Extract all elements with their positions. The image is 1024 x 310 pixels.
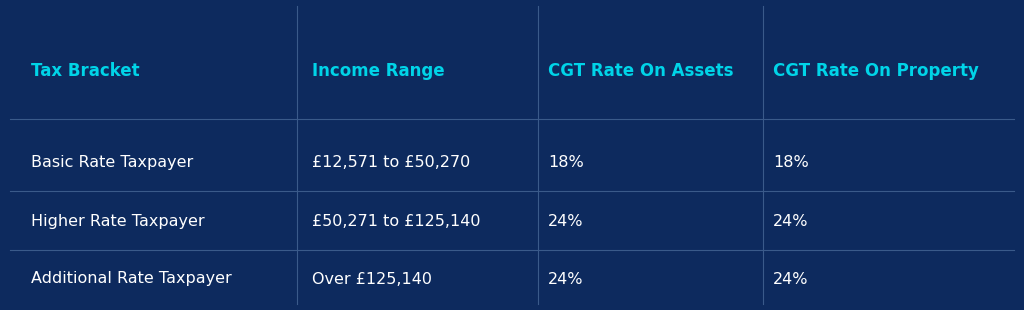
Text: 24%: 24% [548, 272, 584, 286]
Text: 18%: 18% [773, 155, 809, 170]
Text: Income Range: Income Range [312, 62, 445, 80]
Text: £50,271 to £125,140: £50,271 to £125,140 [312, 214, 481, 229]
Text: CGT Rate On Assets: CGT Rate On Assets [548, 62, 733, 80]
Text: Basic Rate Taxpayer: Basic Rate Taxpayer [31, 155, 193, 170]
Text: 24%: 24% [773, 272, 809, 286]
Text: CGT Rate On Property: CGT Rate On Property [773, 62, 979, 80]
Text: 24%: 24% [548, 214, 584, 229]
Text: £12,571 to £50,270: £12,571 to £50,270 [312, 155, 471, 170]
Text: 18%: 18% [548, 155, 584, 170]
Text: Over £125,140: Over £125,140 [312, 272, 432, 286]
Text: Tax Bracket: Tax Bracket [31, 62, 139, 80]
Text: Additional Rate Taxpayer: Additional Rate Taxpayer [31, 272, 231, 286]
Text: 24%: 24% [773, 214, 809, 229]
Text: Higher Rate Taxpayer: Higher Rate Taxpayer [31, 214, 205, 229]
